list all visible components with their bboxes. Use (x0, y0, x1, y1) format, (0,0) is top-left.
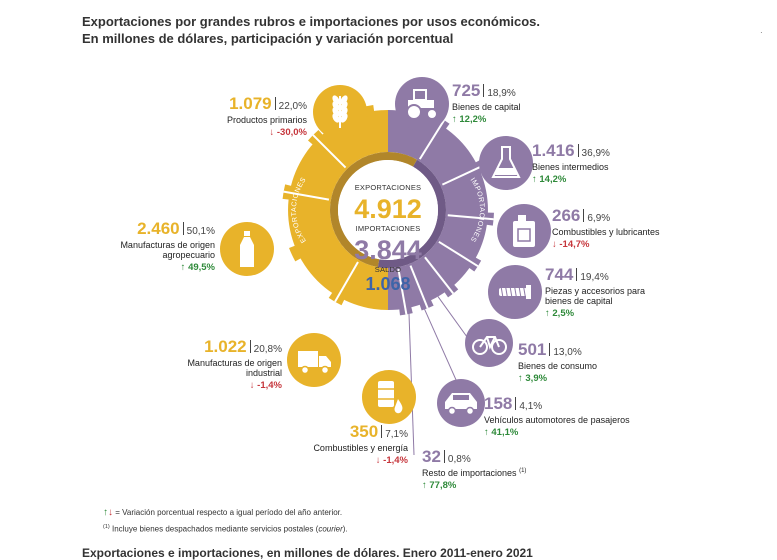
fuel-barrel-icon (362, 370, 416, 424)
center-exp-value: 4.912 (354, 194, 422, 224)
center-imp-label: IMPORTACIONES (355, 224, 421, 233)
import-item-bienes-capital: 725 18,9% Bienes de capital ↑ 12,2% (452, 81, 521, 125)
center-imp-value: 3.844 (354, 235, 422, 265)
export-item-productos-primarios: 1.079 22,0% Productos primarios ↓ -30,0% (226, 94, 307, 138)
ring-divider (438, 240, 479, 268)
import-item-bienes-consumo: 501 13,0% Bienes de consumo ↑ 3,9% (518, 340, 598, 384)
ring-divider (447, 214, 494, 221)
import-item-combustibles-lubricantes: 266 6,9% Combustibles y lubricantes ↓ -14… (552, 206, 660, 250)
connector-lines (408, 296, 481, 456)
ring-spike-export (289, 244, 305, 262)
ring-divider (424, 256, 455, 295)
ring-divider (418, 119, 446, 160)
car-icon (437, 379, 485, 427)
tractor-icon (395, 77, 449, 131)
bottle-icon (220, 222, 274, 276)
import-item-bienes-intermedios: 1.416 36,9% Bienes intermedios ↑ 14,2% (532, 141, 610, 185)
truck-icon (287, 333, 341, 387)
outer-ring-imports (388, 110, 488, 310)
next-chart-title: Exportaciones e importaciones, en millon… (82, 546, 533, 560)
flask-icon (479, 136, 533, 190)
bicycle-icon (465, 319, 513, 367)
wheat-icon (313, 85, 367, 139)
footnote-legend: ↑↓ = Variación porcentual respecto a igu… (103, 507, 343, 518)
ring-divider (441, 164, 485, 186)
ring-divider (283, 190, 330, 201)
export-item-moi: 1.022 20,8% Manufacturas de origen indust… (187, 337, 282, 392)
chart-title: Exportaciones por grandes rubros e impor… (82, 14, 540, 29)
corner-mark: · (760, 28, 763, 37)
inner-ring-imports (377, 159, 446, 268)
chart-subtitle: En millones de dólares, participación y … (82, 31, 454, 46)
ring-divider (409, 265, 429, 309)
connector-line (408, 307, 415, 456)
footnote-note: (1) Incluye bienes despachados mediante … (103, 524, 348, 534)
jerrycan-icon (497, 204, 551, 258)
center-saldo-label: SALDO (374, 265, 402, 274)
ring-divider (334, 261, 359, 303)
export-item-combustibles-energia: 350 7,1% Combustibles y energía ↓ -1,4% (313, 422, 408, 466)
icon-circles (220, 77, 551, 427)
import-item-piezas-accesorios: 744 19,4% Piezas y accesorios para bienes… (545, 265, 646, 320)
import-item-resto: 32 0,8% Resto de importaciones (1) ↑ 77,8… (422, 447, 527, 491)
center-saldo-value: 1.068 (365, 274, 411, 294)
ring-divider (397, 268, 408, 315)
outer-ring-exports (288, 110, 388, 310)
center-disc (338, 160, 438, 260)
center-exp-label: EXPORTACIONES (354, 183, 422, 192)
export-item-moa: 2.460 50,1% Manufacturas de origen agrope… (120, 219, 215, 274)
ring-divider (312, 134, 347, 169)
screw-icon (488, 265, 542, 319)
import-item-vehiculos: 158 4,1% Vehículos automotores de pasajer… (484, 394, 630, 438)
inner-ring-exports (330, 152, 417, 268)
